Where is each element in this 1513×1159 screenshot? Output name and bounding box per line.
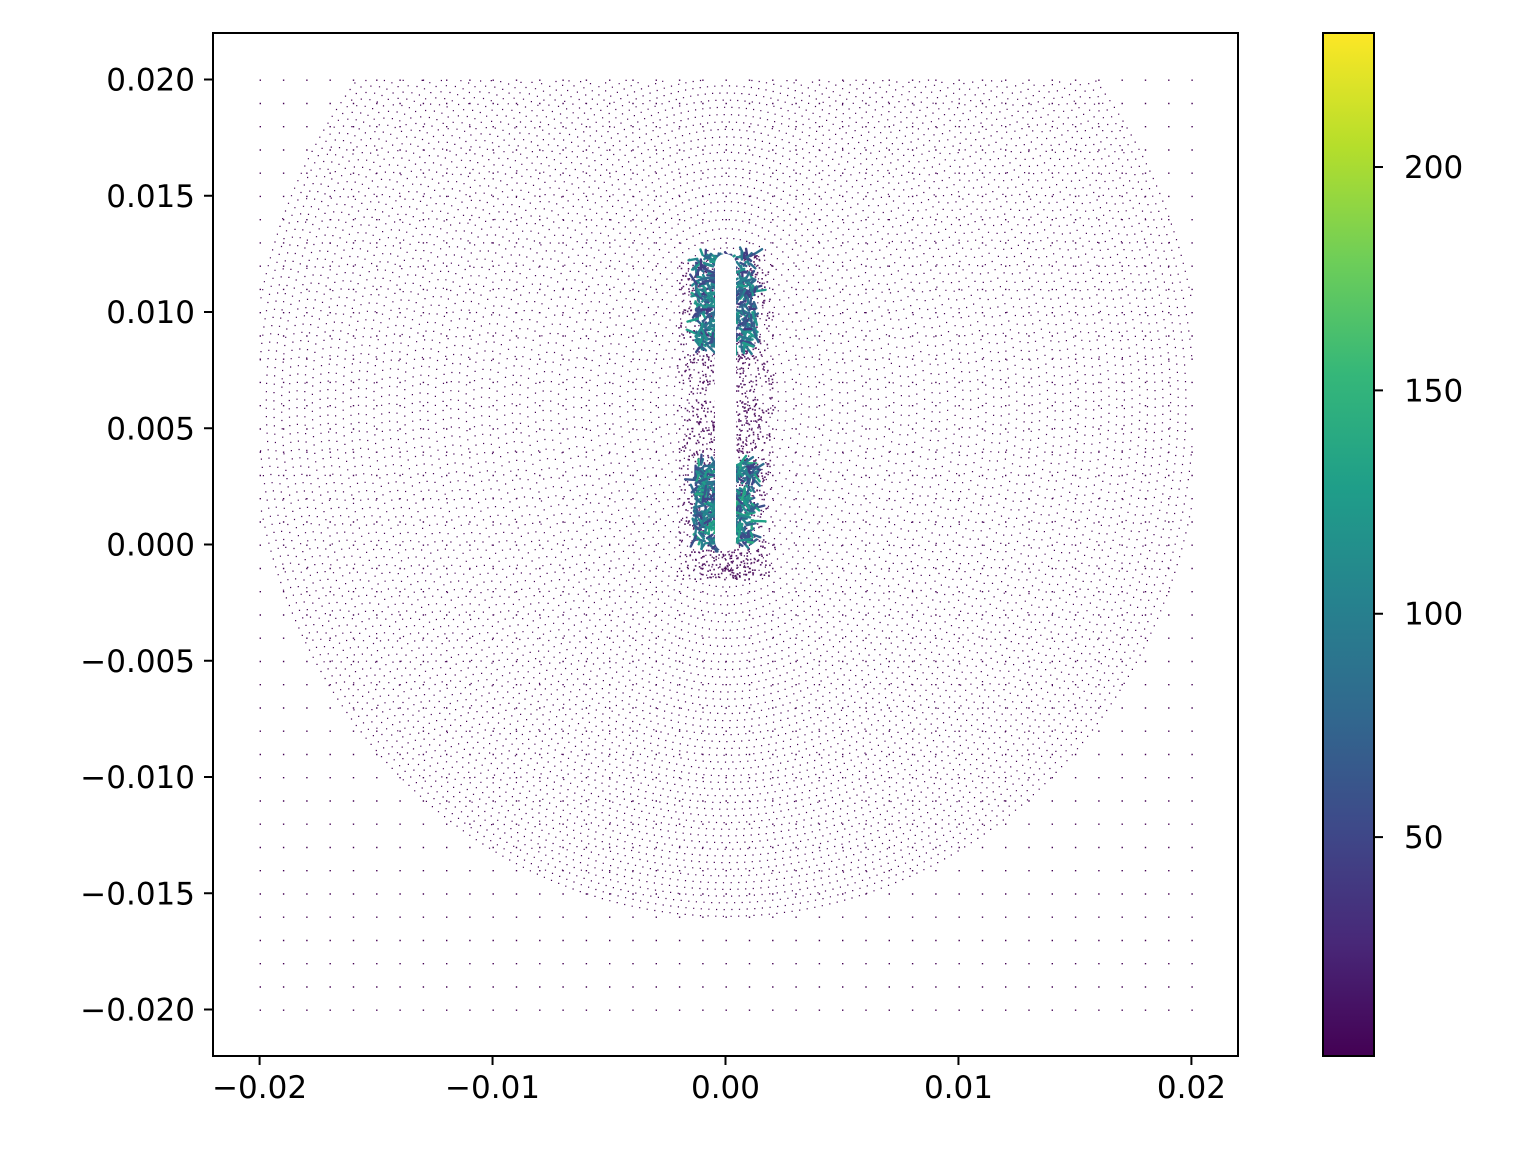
x-tick-label: 0.00 [691, 1070, 760, 1106]
x-tick-label: −0.01 [445, 1070, 540, 1106]
high-value-region [683, 453, 767, 553]
y-tick-label: 0.005 [106, 411, 195, 447]
y-tick-label: 0.020 [106, 63, 195, 99]
x-axis: −0.02 −0.01 0.00 0.01 0.02 [212, 1056, 1226, 1106]
colorbar-gradient [1322, 32, 1375, 1057]
y-tick-label: 0.015 [106, 179, 195, 215]
x-tick-label: −0.02 [212, 1070, 307, 1106]
colorbar-tick-label: 50 [1404, 820, 1443, 856]
x-tick-label: 0.01 [924, 1070, 993, 1106]
colorbar-tick-label: 100 [1404, 597, 1463, 633]
colorbar-tick-label: 200 [1404, 150, 1463, 186]
x-tick-label: 0.02 [1157, 1070, 1226, 1106]
y-tick-label: −0.010 [80, 760, 195, 796]
y-tick-label: −0.005 [80, 644, 195, 680]
y-tick-label: 0.000 [106, 528, 195, 564]
y-tick-label: 0.010 [106, 295, 195, 331]
colorbar: 50 100 150 200 [1322, 32, 1463, 1057]
plot-area [212, 32, 1239, 1057]
y-tick-label: −0.015 [80, 876, 195, 912]
y-tick-label: −0.020 [80, 993, 195, 1029]
colorbar-tick-label: 150 [1404, 373, 1463, 409]
colorbar-ticks: 50 100 150 200 [1374, 150, 1463, 856]
slot-cutout [715, 253, 736, 552]
y-axis: 0.020 0.015 0.010 0.005 0.000 −0.005 −0.010 −0.… [80, 63, 213, 1029]
